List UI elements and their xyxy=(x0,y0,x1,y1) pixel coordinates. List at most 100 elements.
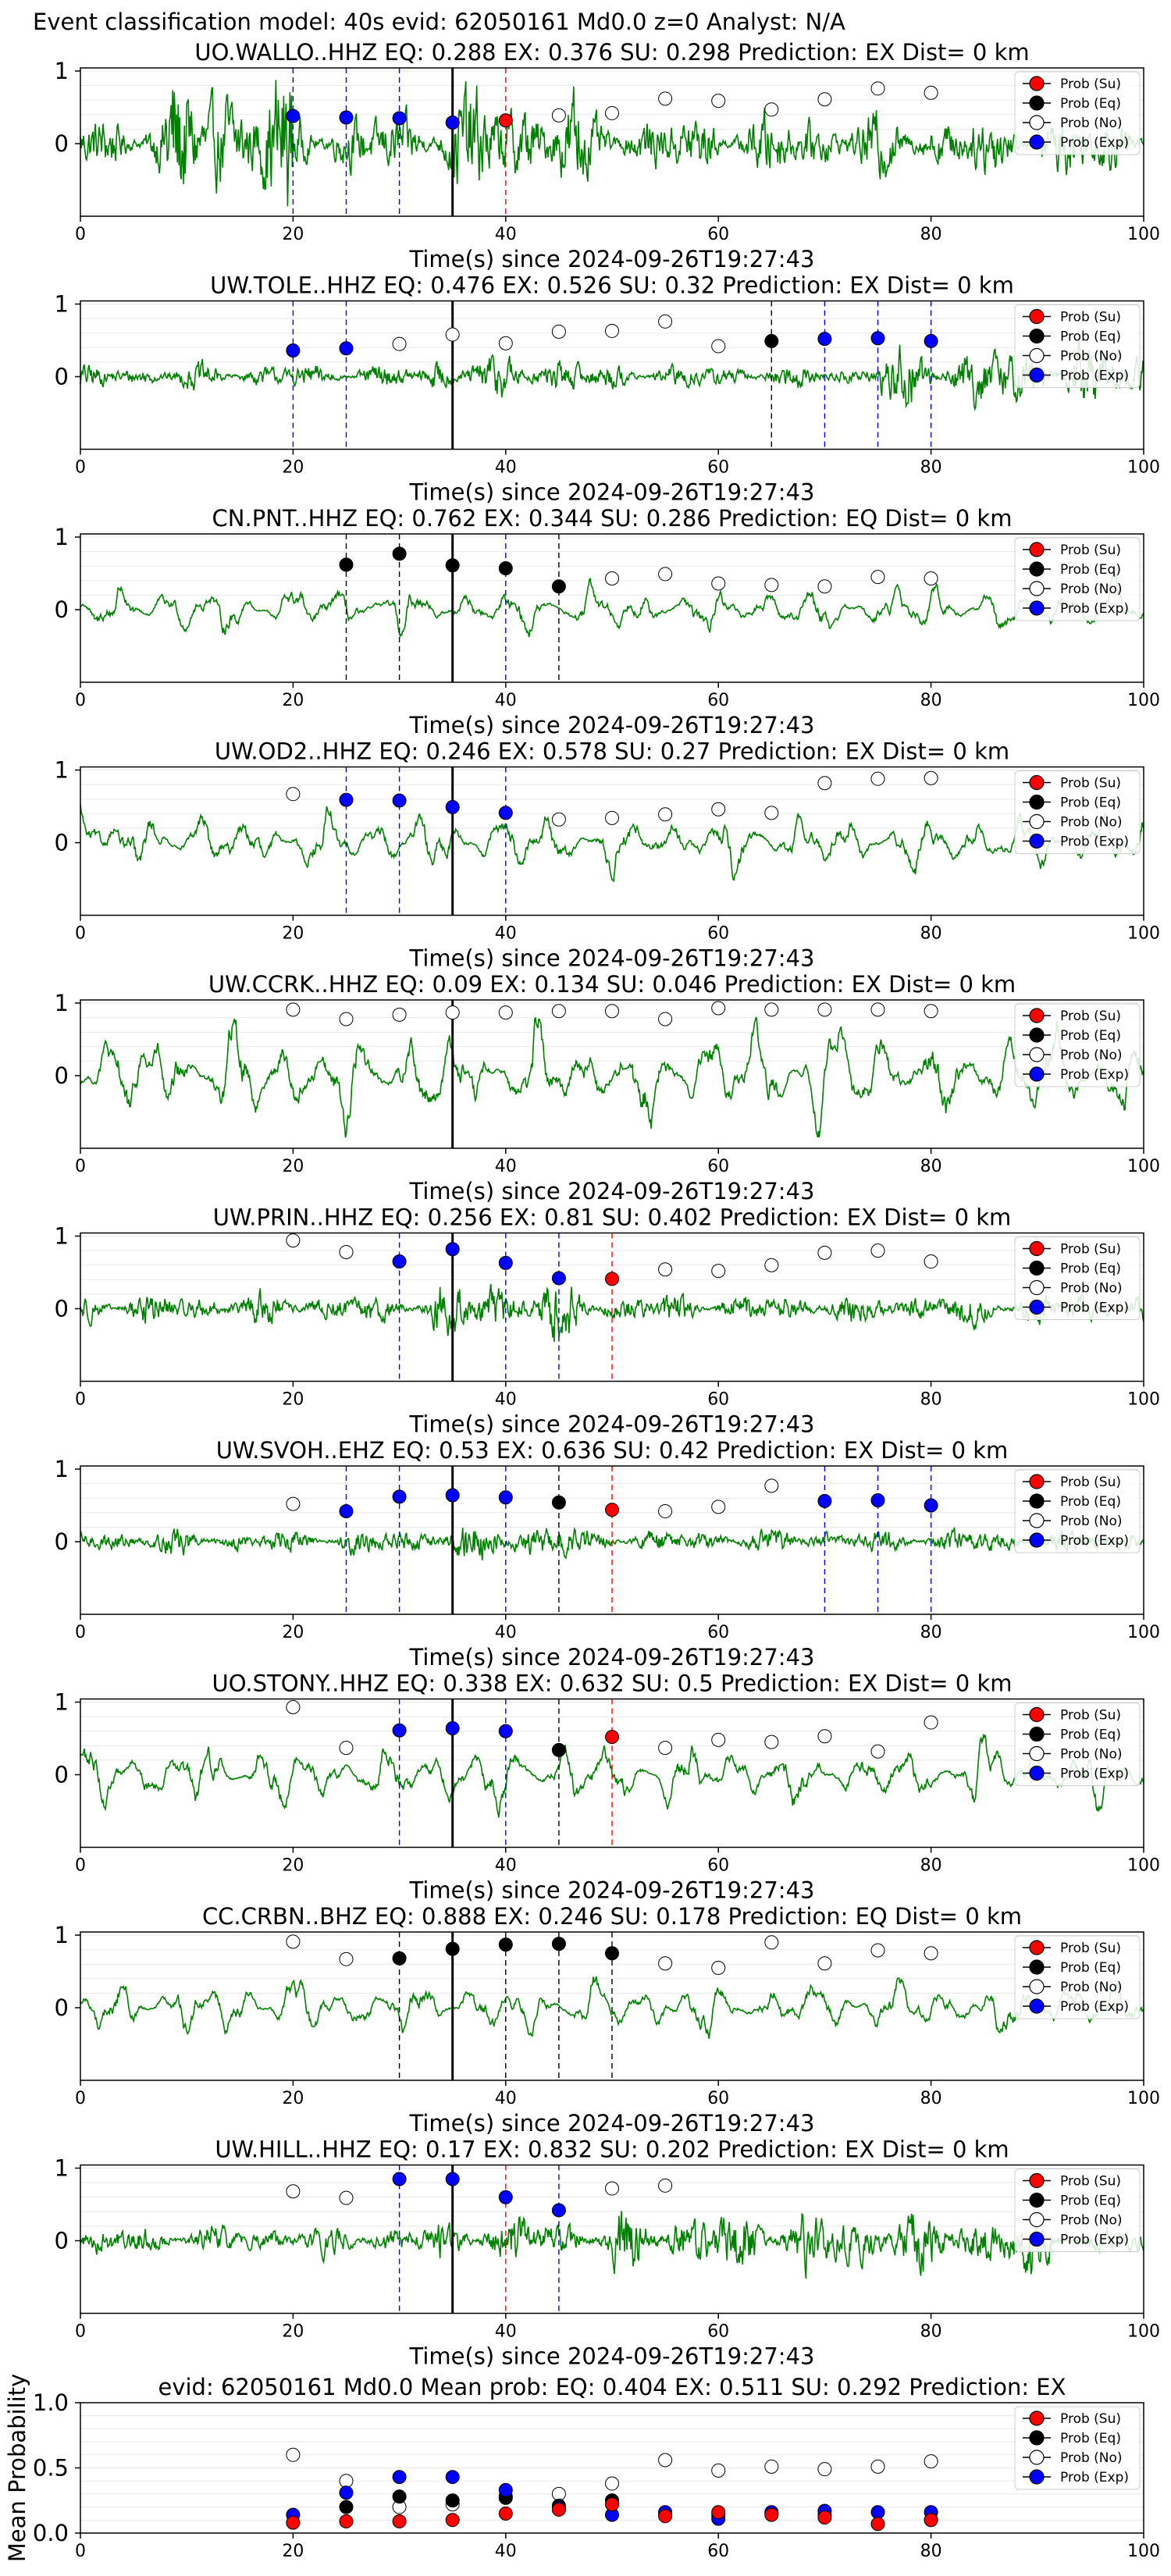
prob-point-no xyxy=(764,1002,779,1017)
prob-point-no xyxy=(339,1741,354,1756)
prob-point-no xyxy=(924,85,938,100)
prob-point-no xyxy=(339,2190,354,2205)
prob-point-no xyxy=(286,1496,301,1511)
y-tick-label: 0 xyxy=(55,1528,69,1555)
prob-point-exp xyxy=(339,792,354,807)
x-tick-label: 20 xyxy=(282,924,304,944)
prob-point-eq xyxy=(392,546,407,561)
legend-box xyxy=(1014,304,1141,388)
x-tick-label: 0 xyxy=(75,1856,86,1876)
prob-point-no xyxy=(551,324,566,339)
legend-marker-no xyxy=(1029,2211,1045,2228)
prob-point-no xyxy=(286,1233,301,1248)
prob-point-exp xyxy=(498,1490,513,1505)
legend-label: Prob (Eq) xyxy=(1060,1261,1121,1277)
panel-10: UW.HILL..HHZ EQ: 0.17 EX: 0.832 SU: 0.20… xyxy=(55,2137,1160,2370)
prob-point-exp xyxy=(392,793,407,808)
x-tick-label: 100 xyxy=(1127,2089,1160,2108)
legend-label: Prob (No) xyxy=(1060,1747,1123,1763)
legend-label: Prob (Su) xyxy=(1060,310,1121,326)
x-tick-label: 80 xyxy=(920,1856,942,1876)
legend-label: Prob (Su) xyxy=(1060,776,1121,792)
prob-point-exp xyxy=(392,2172,407,2186)
x-tick-label: 0 xyxy=(75,924,86,944)
mean-point-su xyxy=(445,2513,460,2528)
x-tick-label: 20 xyxy=(282,2089,304,2108)
legend-box xyxy=(1014,2406,1141,2490)
plot-frame xyxy=(80,1931,1144,2081)
legend-marker-exp xyxy=(1029,1299,1045,1315)
waveform-trace xyxy=(80,1016,1144,1138)
panel-title: UO.STONY..HHZ EQ: 0.338 EX: 0.632 SU: 0.… xyxy=(212,1670,1012,1697)
prob-point-eq xyxy=(551,1937,566,1952)
legend-label: Prob (Exp) xyxy=(1060,2470,1129,2485)
prob-point-no xyxy=(498,1005,513,1020)
legend-marker-no xyxy=(1029,347,1045,364)
x-tick-label: 100 xyxy=(1127,1157,1160,1176)
prob-point-exp xyxy=(392,111,407,126)
legend-marker-eq xyxy=(1029,1493,1045,1509)
y-tick-label: 0 xyxy=(55,1062,69,1089)
legend-box xyxy=(1014,537,1141,621)
prob-point-su xyxy=(605,1503,619,1517)
prob-point-no xyxy=(658,1012,673,1026)
mean-point-exp xyxy=(498,2482,513,2497)
prob-point-no xyxy=(658,1741,673,1756)
legend-marker-eq xyxy=(1029,2430,1045,2446)
x-tick-label: 0 xyxy=(75,1157,86,1176)
x-tick-label: 80 xyxy=(920,1157,942,1176)
mean-point-su xyxy=(339,2514,354,2528)
legend-label: Prob (Su) xyxy=(1060,1941,1121,1956)
prob-point-no xyxy=(924,1004,938,1019)
plot-frame xyxy=(80,1465,1144,1615)
legend-marker-no xyxy=(1029,1279,1045,1296)
prob-point-exp xyxy=(551,1271,566,1286)
x-tick-label: 40 xyxy=(495,1390,517,1410)
x-tick-label: 60 xyxy=(707,458,729,478)
prob-point-exp xyxy=(498,806,513,820)
x-tick-label: 60 xyxy=(707,1623,729,1642)
prob-point-no xyxy=(870,1943,885,1958)
prob-point-no xyxy=(392,1007,407,1022)
prob-point-no xyxy=(870,1744,885,1759)
prob-point-no xyxy=(339,1952,354,1966)
prob-point-no xyxy=(551,1004,566,1019)
prob-point-no xyxy=(764,1935,779,1950)
plot-frame xyxy=(80,533,1144,683)
prob-point-no xyxy=(658,2178,673,2193)
x-tick-label: 20 xyxy=(282,1623,304,1642)
prob-point-eq xyxy=(498,1937,513,1952)
plot-frame xyxy=(80,999,1144,1149)
x-tick-label: 60 xyxy=(707,2542,729,2561)
legend-marker-su xyxy=(1029,76,1045,91)
waveform-trace xyxy=(80,1733,1144,1818)
x-tick-label: 80 xyxy=(920,924,942,944)
legend-marker-no xyxy=(1029,813,1045,830)
prob-point-eq xyxy=(392,1951,407,1966)
x-tick-label: 60 xyxy=(707,2322,729,2342)
prob-point-no xyxy=(817,1002,832,1017)
waveform-trace xyxy=(80,80,1144,207)
waveform-trace xyxy=(80,1283,1144,1342)
y-tick-label: 1 xyxy=(55,1223,69,1250)
panel-title: UW.PRIN..HHZ EQ: 0.256 EX: 0.81 SU: 0.40… xyxy=(213,1204,1012,1231)
legend-box xyxy=(1014,2169,1141,2252)
legend-marker-eq xyxy=(1029,1726,1045,1742)
x-tick-label: 40 xyxy=(495,2542,517,2561)
prob-point-no xyxy=(870,1244,885,1258)
panel-title: UW.SVOH..EHZ EQ: 0.53 EX: 0.636 SU: 0.42… xyxy=(216,1437,1009,1464)
waveform-trace xyxy=(80,2211,1144,2279)
waveform-trace xyxy=(80,804,1144,883)
x-tick-label: 80 xyxy=(920,1390,942,1410)
legend-marker-exp xyxy=(1029,2231,1045,2247)
panel-2: UW.TOLE..HHZ EQ: 0.476 EX: 0.526 SU: 0.3… xyxy=(55,272,1160,506)
legend-marker-no xyxy=(1029,115,1045,130)
legend-label: Prob (Su) xyxy=(1060,2174,1121,2190)
prob-point-no xyxy=(764,102,779,117)
x-axis-label: Time(s) since 2024-09-26T19:27:43 xyxy=(409,2343,815,2370)
y-tick-label: 1 xyxy=(55,291,69,318)
x-tick-label: 0 xyxy=(75,2322,86,2342)
panel-title: evid: 62050161 Md0.0 Mean prob: EQ: 0.40… xyxy=(158,2374,1066,2400)
prob-point-no xyxy=(870,771,885,786)
plot-frame xyxy=(80,67,1144,217)
